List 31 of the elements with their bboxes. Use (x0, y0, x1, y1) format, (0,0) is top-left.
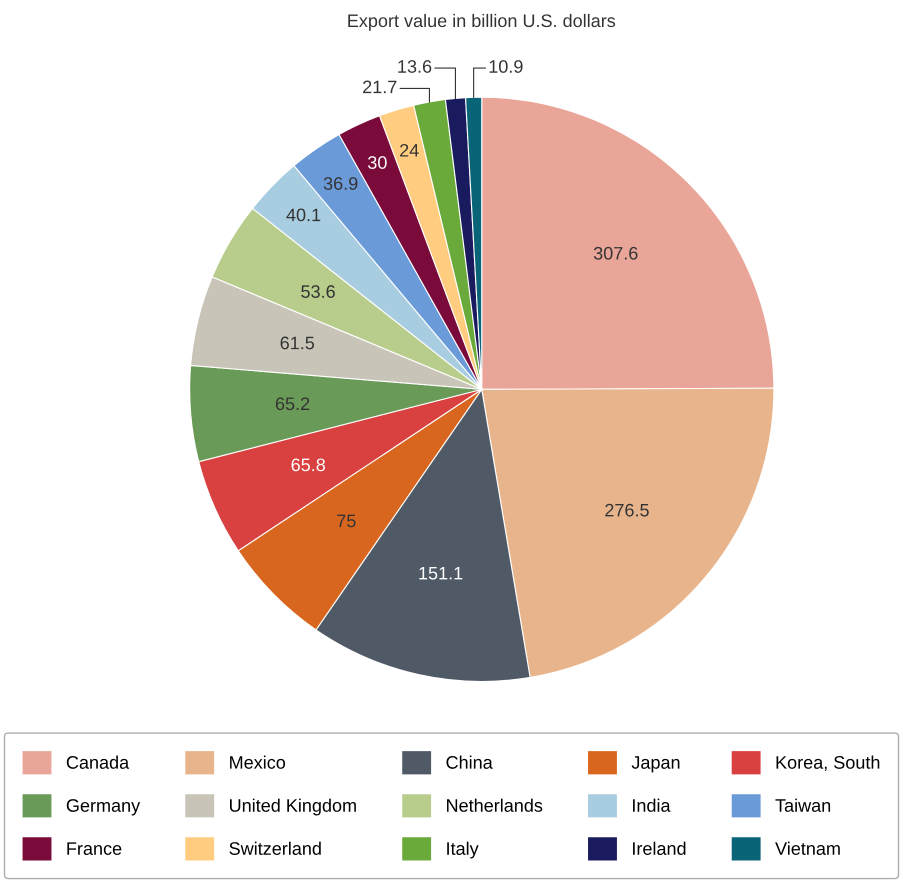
data-label: 13.6 (398, 60, 432, 73)
data-label: 30 (368, 156, 387, 169)
legend-label: Switzerland (229, 842, 321, 855)
data-label: 65.8 (292, 458, 325, 472)
legend-label: United Kingdom (230, 798, 356, 816)
legend-label: France (67, 842, 122, 855)
legend-label: Ireland (633, 842, 686, 855)
legend-label: Taiwan (775, 798, 830, 812)
legend-label: Korea, South (776, 756, 880, 771)
data-label: 61.5 (280, 336, 314, 350)
legend-label: Mexico (230, 756, 286, 769)
legend-label: Germany (66, 799, 140, 816)
legend-label: Netherlands (447, 798, 542, 812)
legend-label: Italy (447, 842, 479, 859)
data-label: 307.6 (594, 246, 638, 260)
data-label: 151.1 (419, 566, 462, 580)
data-label: 65.2 (276, 397, 310, 410)
chart-title: Export value in billion U.S. dollars (348, 14, 616, 31)
legend-label: India (633, 798, 671, 812)
data-label: 10.9 (490, 60, 523, 73)
data-label: 276.5 (605, 504, 649, 517)
data-label: 21.7 (363, 80, 396, 94)
legend-label: Japan (632, 756, 680, 772)
legend-label: Vietnam (775, 842, 840, 855)
data-label: 36.9 (324, 177, 358, 190)
legend-label: Canada (66, 756, 130, 769)
data-label: 24 (400, 144, 419, 157)
data-label: 75 (337, 514, 356, 528)
data-label: 40.1 (286, 208, 320, 222)
data-label: 53.6 (301, 285, 335, 298)
legend-label: China (446, 756, 493, 769)
